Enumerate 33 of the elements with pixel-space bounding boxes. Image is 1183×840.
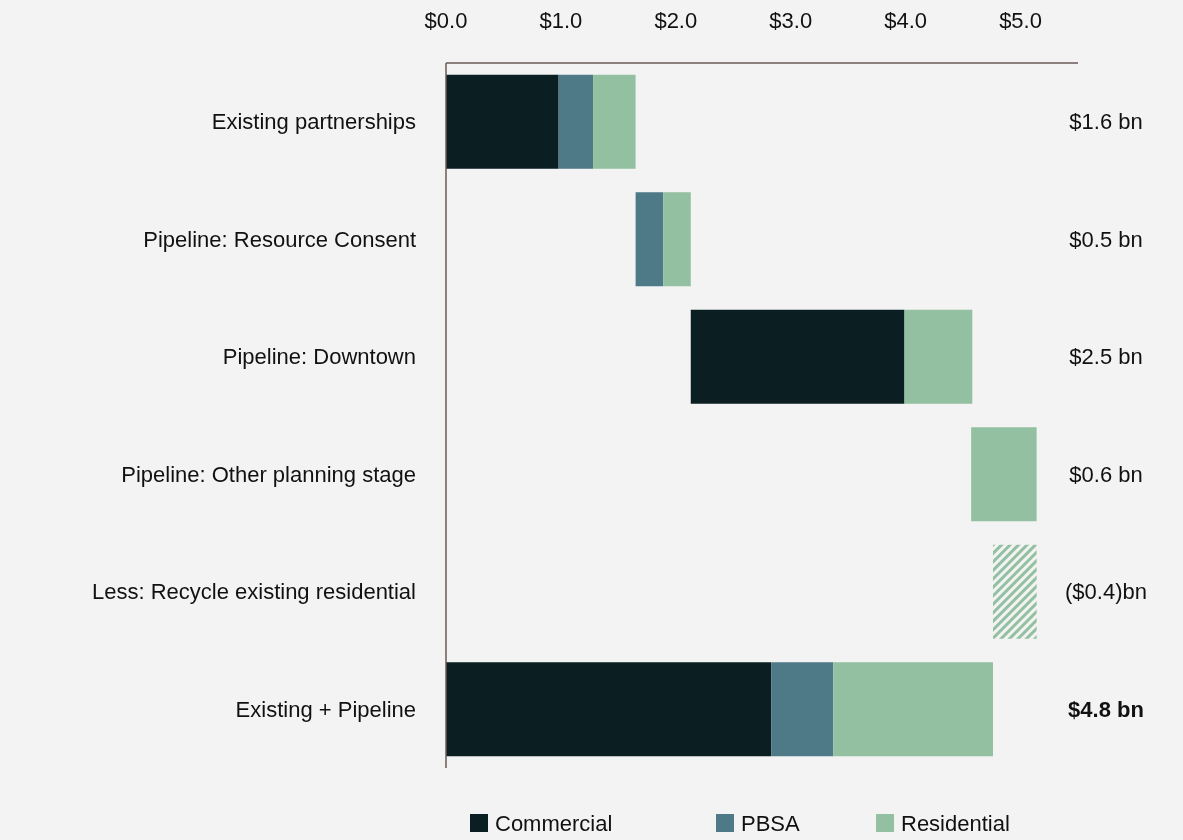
- x-tick-label: $1.0: [539, 8, 583, 33]
- bar: [771, 662, 834, 757]
- annotation: $0.5 bn: [1069, 226, 1143, 252]
- bar: [593, 74, 636, 169]
- x-tick-label: $3.0: [769, 8, 813, 33]
- bar: [833, 662, 993, 757]
- y-tick-label: Less: Recycle existing residential: [91, 579, 416, 605]
- bar: [635, 192, 664, 287]
- annotation: ($0.4)bn: [1065, 579, 1147, 605]
- legend-label: PBSA: [741, 810, 801, 836]
- y-tick-label: Pipeline: Resource Consent: [143, 226, 416, 252]
- bar: [971, 427, 1037, 522]
- bar: [663, 192, 691, 287]
- x-tick-label: $4.0: [884, 8, 928, 33]
- bar: [992, 544, 1037, 639]
- y-tick-label: Existing partnerships: [211, 109, 416, 135]
- annotation: $2.5 bn: [1069, 344, 1143, 370]
- y-tick-label: Existing + Pipeline: [235, 696, 416, 722]
- x-tick-label: $2.0: [654, 8, 698, 33]
- y-tick-label: Pipeline: Downtown: [222, 344, 416, 370]
- bar: [558, 74, 594, 169]
- annotation: $4.8 bn: [1068, 696, 1144, 722]
- bar: [904, 309, 973, 404]
- bar: [446, 74, 559, 169]
- annotation: $1.6 bn: [1069, 109, 1143, 135]
- x-tick-label: $5.0: [999, 8, 1042, 33]
- x-tick-label: $0.0: [424, 8, 468, 33]
- legend-label: Residential: [901, 810, 1010, 836]
- bar: [446, 662, 772, 757]
- annotation: $0.6 bn: [1069, 461, 1143, 487]
- bar: [690, 309, 905, 404]
- y-tick-label: Pipeline: Other planning stage: [121, 461, 416, 487]
- legend-label: Commercial: [495, 810, 613, 836]
